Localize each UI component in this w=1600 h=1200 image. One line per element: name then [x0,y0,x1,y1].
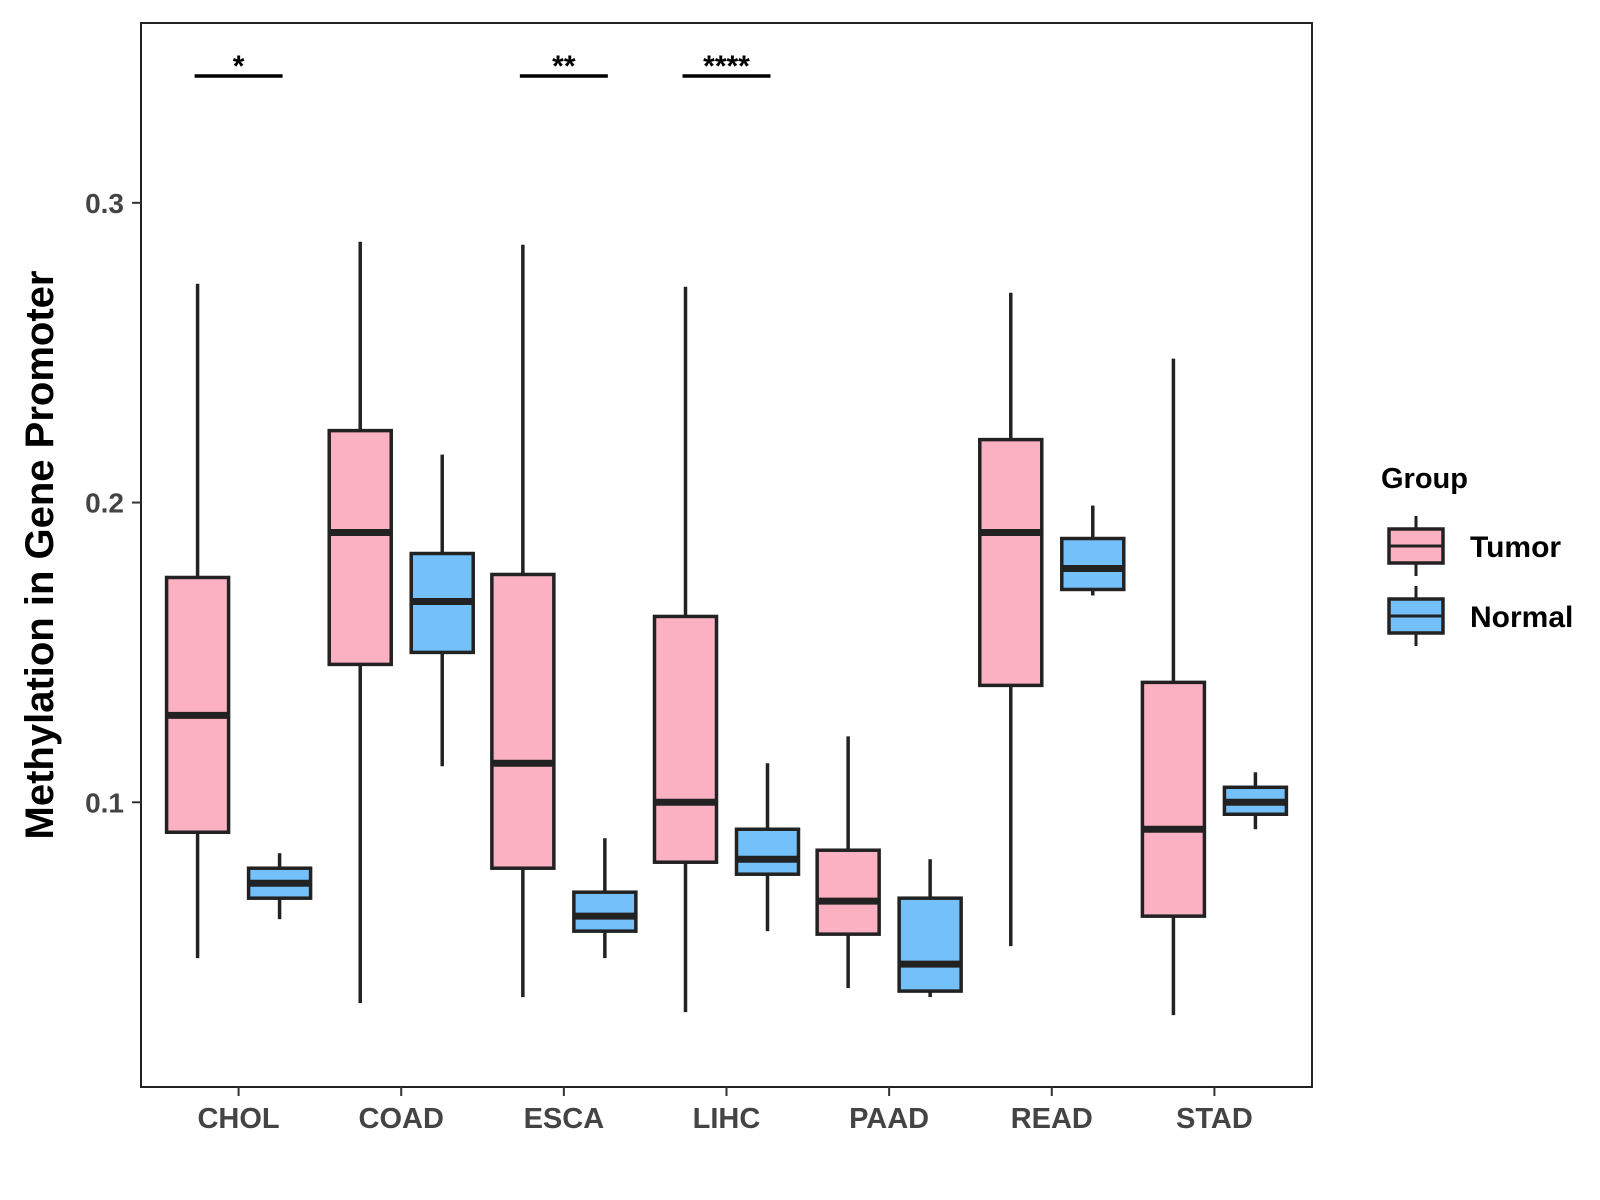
box-iqr [897,896,963,993]
x-tick-label: COAD [359,1103,444,1135]
legend-title: Group [1381,463,1468,495]
box-coad-tumor [327,241,393,1004]
legend-item-normal: Normal [1387,586,1573,646]
box-esca-normal [572,838,638,959]
significance-label: ** [552,50,576,83]
box-iqr [1060,536,1126,592]
box-iqr [652,614,719,864]
box-chol-normal [246,853,313,920]
x-tick-label: LIHC [693,1103,761,1135]
y-tick-label: 0.1 [85,787,124,818]
significance-esca: ** [519,50,608,83]
box-lihc-tumor [652,286,719,1013]
x-tick-label: STAD [1176,1103,1253,1135]
box-paad-tumor [815,736,881,989]
box-iqr [572,890,638,933]
significance-lihc: **** [682,50,771,83]
box-stad-tumor [1140,358,1207,1016]
box-coad-normal [409,454,475,767]
box-esca-tumor [490,244,556,998]
box-iqr [978,437,1044,688]
box-iqr [164,575,231,834]
box-iqr [734,827,801,876]
legend-item-tumor: Tumor [1387,516,1561,576]
axes: 0.1 0.2 0.3 CHOL COAD ESCA LIHC PAAD READ STAD [85,188,1253,1135]
y-tick-label: 0.3 [85,188,124,219]
significance-chol: * [194,50,283,83]
box-iqr [490,572,556,870]
x-tick-label: PAAD [849,1103,929,1135]
box-read-tumor [978,292,1044,947]
box-stad-normal [1222,772,1289,830]
significance-label: * [233,50,245,83]
box-iqr [327,428,393,667]
legend-label: Tumor [1470,531,1561,564]
y-axis-label: Methylation in Gene Promoter [18,271,62,840]
plot-area [164,241,1289,1016]
x-tick-label: ESCA [524,1103,605,1135]
significance-annotations: * ** **** [194,50,771,83]
x-tick-label: CHOL [197,1103,279,1135]
legend-label: Normal [1470,601,1573,634]
box-iqr [815,848,881,936]
legend: Group Tumor Normal [1381,463,1573,646]
significance-label: **** [703,50,750,83]
y-tick-label: 0.2 [85,488,124,519]
x-tick-label: READ [1011,1103,1093,1135]
box-iqr [1140,680,1207,918]
box-paad-normal [897,859,963,998]
box-chol-tumor [164,283,231,959]
box-lihc-normal [734,763,801,932]
box-read-normal [1060,505,1126,596]
